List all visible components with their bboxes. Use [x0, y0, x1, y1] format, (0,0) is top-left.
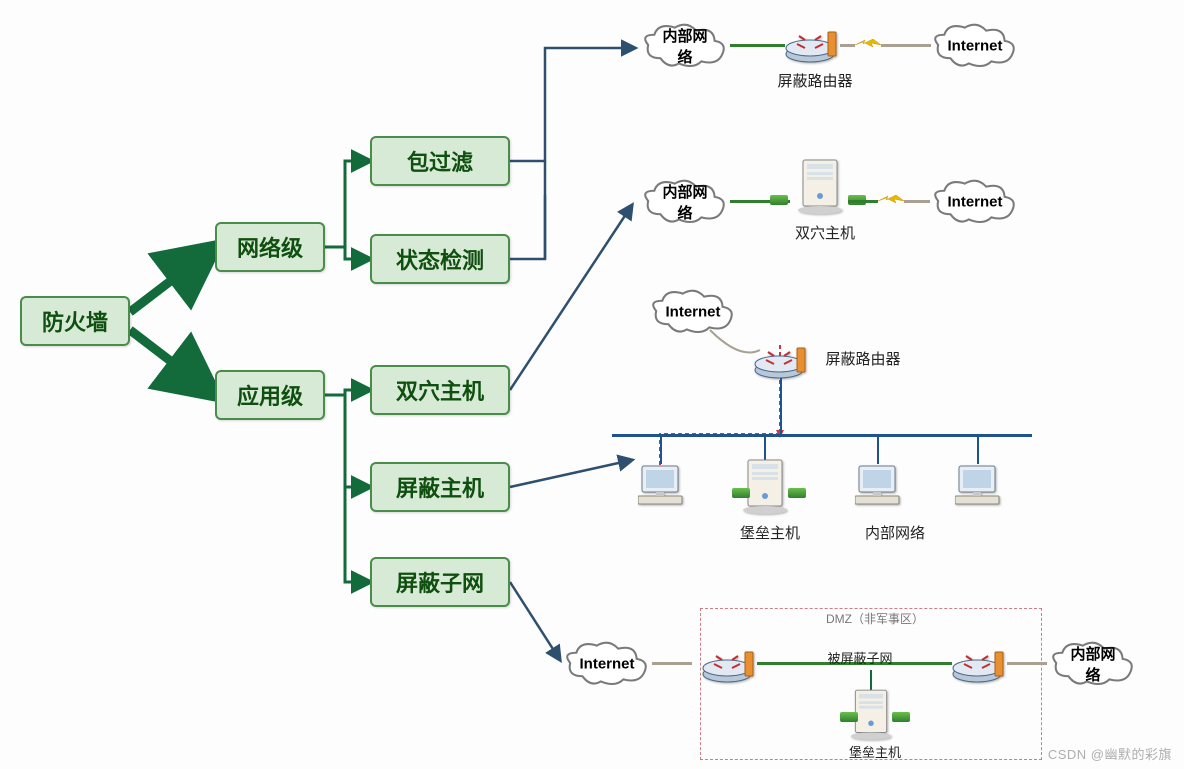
bastion-label: 堡垒主机 [840, 742, 910, 761]
node-application-level: 应用级 [215, 370, 325, 420]
bastion-label: 堡垒主机 [735, 522, 805, 543]
cloud-label: Internet [579, 656, 634, 673]
cloud-label: 内部网络 [663, 25, 708, 67]
router-icon [952, 642, 1007, 689]
node-label: 应用级 [237, 379, 303, 411]
pc-icon [955, 462, 1001, 513]
dmz-title: DMZ（非军事区） [820, 610, 930, 627]
watermark: CSDN @幽默的彩旗 [1048, 744, 1172, 763]
cloud-label: 内部网络 [663, 181, 708, 223]
node-screened-subnet: 屏蔽子网 [370, 557, 510, 607]
cloud-internet-4: Internet [562, 640, 652, 688]
cloud-label: Internet [947, 194, 1002, 211]
node-label: 屏蔽子网 [396, 566, 484, 598]
router-label: 屏蔽路由器 [818, 348, 908, 369]
node-label: 屏蔽主机 [396, 471, 484, 503]
drop-line [975, 434, 981, 464]
cloud-internal-1: 内部网络 [640, 22, 730, 70]
node-dual-homed-host: 双穴主机 [370, 365, 510, 415]
node-screened-host: 屏蔽主机 [370, 462, 510, 512]
host-icon [795, 158, 845, 221]
router-icon [702, 642, 757, 689]
node-label: 包过滤 [407, 145, 473, 177]
router-icon [785, 22, 840, 69]
cloud-label: Internet [947, 38, 1002, 55]
pc-icon [855, 462, 901, 513]
cloud-internet-1: Internet [930, 22, 1020, 70]
drop-line [658, 434, 664, 464]
node-packet-filter: 包过滤 [370, 136, 510, 186]
cloud-internet-2: Internet [930, 178, 1020, 226]
internal-net-label: 内部网络 [855, 522, 935, 543]
node-stateful-inspection: 状态检测 [370, 234, 510, 284]
node-label: 双穴主机 [396, 374, 484, 406]
cloud-label: Internet [665, 304, 720, 321]
host-label: 双穴主机 [785, 222, 865, 243]
drop-line [778, 378, 784, 434]
node-label: 状态检测 [396, 243, 484, 275]
pc-icon [638, 462, 684, 513]
cloud-internal-2: 内部网络 [640, 178, 730, 226]
cloud-label: 内部网络 [1071, 643, 1116, 685]
router-label: 屏蔽路由器 [770, 70, 860, 91]
dmz-label: 被屏蔽子网 [820, 648, 900, 667]
node-label: 防火墙 [42, 305, 108, 337]
cloud-internal-4: 内部网络 [1048, 640, 1138, 688]
network-bus [612, 434, 1032, 437]
node-root: 防火墙 [20, 296, 130, 346]
node-label: 网络级 [237, 231, 303, 263]
drop-line [875, 434, 881, 464]
node-network-level: 网络级 [215, 222, 325, 272]
